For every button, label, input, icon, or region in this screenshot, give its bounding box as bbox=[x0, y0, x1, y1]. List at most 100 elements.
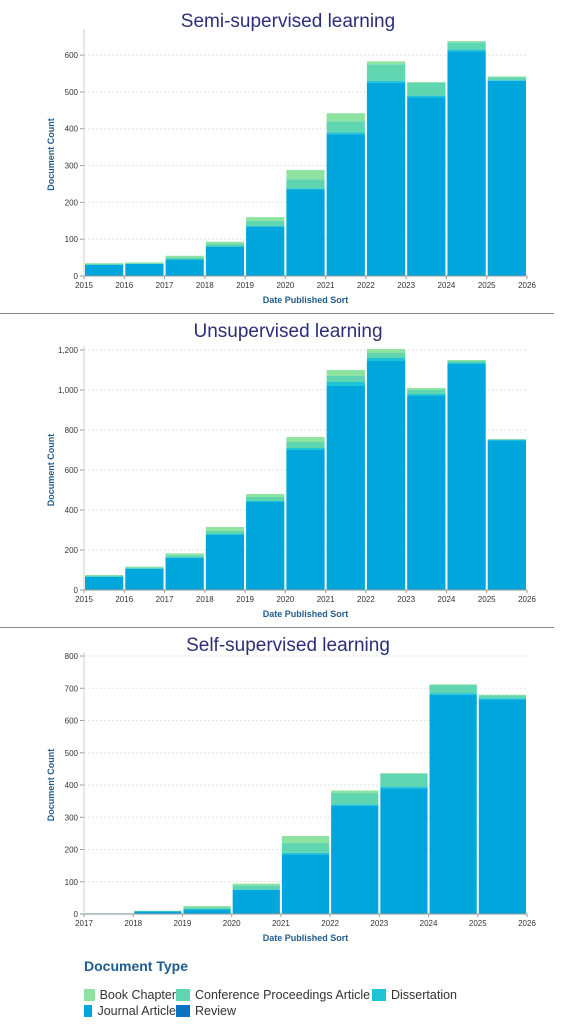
y-tick-label: 400 bbox=[65, 781, 79, 790]
bar-segment bbox=[125, 569, 164, 590]
bar-segment bbox=[429, 694, 477, 914]
bar-segment bbox=[366, 61, 406, 65]
bar-segment bbox=[366, 361, 406, 590]
x-tick-label: 2024 bbox=[438, 281, 456, 290]
bar-segment bbox=[165, 557, 204, 558]
x-tick-label: 2018 bbox=[196, 281, 214, 290]
x-tick-label: 2022 bbox=[357, 281, 375, 290]
bar-segment bbox=[165, 257, 204, 260]
bar-segment bbox=[286, 179, 325, 189]
legend-item-book-chapter[interactable]: Book Chapter bbox=[84, 988, 176, 1002]
x-tick-label: 2017 bbox=[156, 281, 174, 290]
y-axis-title: Document Count bbox=[46, 749, 56, 822]
x-tick-label: 2019 bbox=[236, 595, 254, 604]
bar-segment bbox=[407, 396, 446, 590]
bar-segment bbox=[366, 353, 406, 358]
bar-segment bbox=[165, 255, 204, 258]
y-tick-label: 0 bbox=[74, 272, 79, 281]
bar-segment bbox=[286, 448, 325, 450]
bar-segment bbox=[366, 358, 406, 361]
legend-item-conference-proceedings-article[interactable]: Conference Proceedings Article bbox=[176, 988, 372, 1002]
bar-segment bbox=[366, 349, 406, 353]
bar-segment bbox=[326, 382, 365, 386]
bar-segment bbox=[447, 42, 486, 50]
bar-segment bbox=[487, 440, 526, 590]
bar-segment bbox=[125, 263, 164, 264]
bar-segment bbox=[246, 217, 285, 221]
y-tick-label: 600 bbox=[65, 51, 79, 60]
y-tick-label: 1,000 bbox=[58, 386, 79, 395]
bar-segment bbox=[205, 527, 245, 531]
legend-swatch bbox=[84, 989, 95, 1001]
y-axis-title: Document Count bbox=[46, 434, 56, 507]
legend-label: Review bbox=[195, 1004, 236, 1018]
bar-segment bbox=[407, 81, 446, 83]
y-tick-label: 0 bbox=[74, 910, 79, 919]
y-tick-label: 1,200 bbox=[58, 346, 79, 355]
bar-segment bbox=[134, 910, 182, 912]
bar-segment bbox=[487, 77, 526, 81]
bar-segment bbox=[407, 97, 446, 276]
chart-svg-2: Self-supervised learning 0 100 200 300 400 500… bbox=[46, 635, 536, 943]
y-tick-label: 500 bbox=[65, 749, 79, 758]
bar-segment bbox=[429, 684, 477, 686]
bar-segment bbox=[232, 889, 280, 914]
bar-segment bbox=[125, 262, 164, 264]
bar-segment bbox=[246, 497, 285, 501]
bar-segment bbox=[478, 698, 526, 700]
legend-swatch bbox=[176, 989, 190, 1001]
legend-label: Book Chapter bbox=[99, 988, 176, 1002]
x-tick-label: 2026 bbox=[518, 595, 536, 604]
legend-item-journal-article[interactable]: Journal Article bbox=[84, 1004, 176, 1018]
chart-self-supervised: Self-supervised learning 0 100 200 300 400 500… bbox=[0, 630, 576, 950]
x-tick-label: 2021 bbox=[317, 595, 335, 604]
x-tick-label: 2019 bbox=[174, 919, 192, 928]
bar-segment bbox=[326, 132, 365, 135]
bar-segment bbox=[286, 189, 325, 276]
y-tick-label: 800 bbox=[65, 426, 79, 435]
bar-segment bbox=[478, 695, 526, 699]
bar-segment bbox=[447, 51, 486, 277]
x-tick-label: 2024 bbox=[438, 595, 456, 604]
bar-segment bbox=[286, 437, 325, 442]
x-tick-label: 2015 bbox=[75, 595, 93, 604]
bar-segment bbox=[407, 390, 446, 394]
bar-segment bbox=[429, 693, 477, 695]
y-tick-label: 100 bbox=[65, 235, 79, 244]
chart-title: Semi-supervised learning bbox=[181, 11, 395, 32]
bar-segment bbox=[447, 361, 486, 363]
x-tick-label: 2021 bbox=[272, 919, 290, 928]
x-axis-title: Date Published Sort bbox=[263, 933, 349, 943]
chart-title: Self-supervised learning bbox=[186, 635, 390, 656]
y-tick-label: 600 bbox=[65, 466, 79, 475]
bar-segment bbox=[205, 243, 245, 247]
bar-segment bbox=[165, 259, 204, 276]
bar-segment bbox=[407, 388, 446, 390]
bar-segment bbox=[246, 494, 285, 497]
bar-segment bbox=[366, 80, 406, 83]
bar-segment bbox=[326, 113, 365, 122]
bar-segment bbox=[205, 534, 245, 535]
bar-segment bbox=[331, 793, 379, 805]
divider bbox=[0, 627, 554, 628]
y-tick-label: 600 bbox=[65, 717, 79, 726]
legend-item-dissertation[interactable]: Dissertation bbox=[372, 988, 492, 1002]
bar-segment bbox=[366, 82, 406, 276]
bar-segment bbox=[85, 263, 124, 264]
bar-segment bbox=[246, 502, 285, 590]
bar-segment bbox=[85, 575, 124, 576]
bar-segment bbox=[205, 535, 245, 590]
bar-segment bbox=[85, 575, 124, 577]
bar-segment bbox=[85, 263, 124, 265]
bar-segment bbox=[326, 121, 365, 133]
bar-segment bbox=[331, 804, 379, 806]
legend-item-review[interactable]: Review bbox=[176, 1004, 372, 1018]
chart-unsupervised: Unsupervised learning 0 200 400 600 800 1,000 1… bbox=[0, 316, 576, 626]
bar-segment bbox=[232, 889, 280, 890]
legend-label: Dissertation bbox=[391, 988, 457, 1002]
y-tick-label: 800 bbox=[65, 652, 79, 661]
bar-segment bbox=[286, 442, 325, 448]
y-tick-label: 500 bbox=[65, 88, 79, 97]
x-tick-label: 2023 bbox=[370, 919, 388, 928]
bar-segment bbox=[246, 501, 285, 502]
